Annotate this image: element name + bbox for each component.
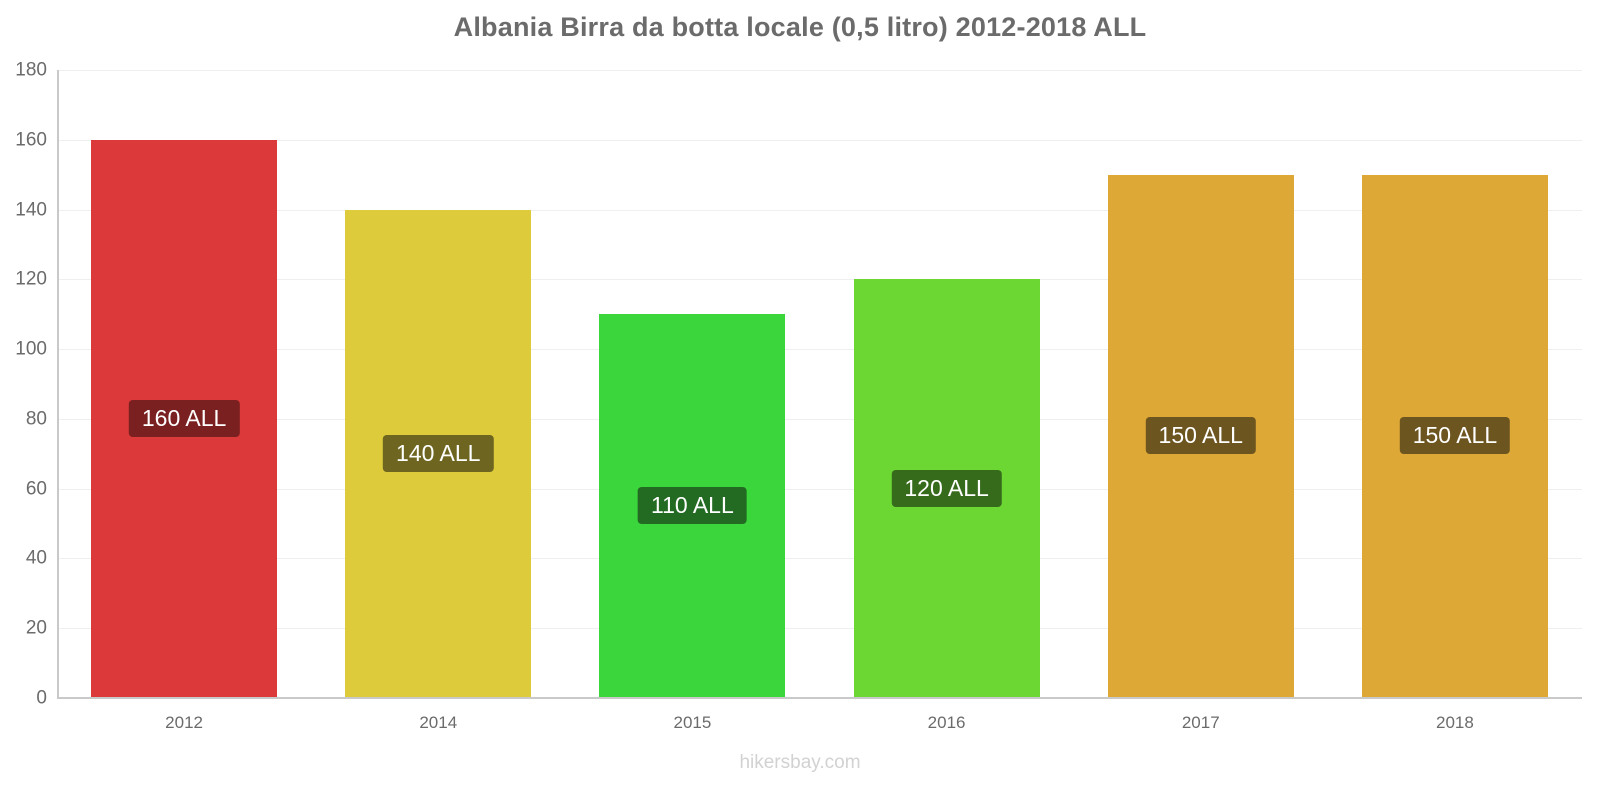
x-tick-label: 2017 <box>1181 713 1220 732</box>
gridline <box>57 209 1582 211</box>
gridline <box>57 628 1582 630</box>
x-axis-line <box>57 697 1582 699</box>
y-tick-label: 0 <box>36 687 47 709</box>
x-tick-label: 2016 <box>927 713 966 732</box>
gridline <box>57 279 1582 281</box>
y-tick-label: 120 <box>15 268 47 290</box>
gridline <box>57 139 1582 141</box>
y-tick-label: 100 <box>15 338 47 360</box>
y-axis-line <box>57 70 59 698</box>
y-tick-label: 20 <box>25 617 47 639</box>
x-axis-tick-labels: 2012 2014 2015 2016 2017 2018 <box>57 699 1582 739</box>
x-tick-label: 2015 <box>673 713 712 732</box>
bar[interactable]: 120 ALL <box>853 279 1040 698</box>
bar-value-label: 150 ALL <box>1399 417 1511 455</box>
gridline <box>57 558 1582 560</box>
bar-value-label: 150 ALL <box>1145 417 1256 455</box>
x-tick-label: 2018 <box>1435 713 1474 732</box>
y-tick-label: 40 <box>25 547 47 569</box>
x-tick-label: 2014 <box>419 713 458 732</box>
bar[interactable]: 150 ALL <box>1361 174 1548 698</box>
bar[interactable]: 110 ALL <box>599 314 786 698</box>
y-tick-label: 160 <box>15 129 47 151</box>
y-axis-tick-labels: 0 20 40 60 80 100 120 140 160 180 <box>0 61 47 708</box>
plot-area: 160 ALL 140 ALL 110 ALL 120 ALL 150 ALL 150 A… <box>57 70 1582 699</box>
y-tick-label: 180 <box>15 59 47 81</box>
gridline <box>57 349 1582 351</box>
source-watermark: hikersbay.com <box>739 752 861 773</box>
y-tick-label: 140 <box>15 199 47 221</box>
gridline <box>57 70 1582 71</box>
bar[interactable]: 160 ALL <box>91 139 278 698</box>
bar-value-label: 140 ALL <box>383 434 494 472</box>
gridline <box>57 488 1582 490</box>
chart-title: Albania Birra da botta locale (0,5 litro… <box>453 12 1147 42</box>
bar-value-label: 120 ALL <box>891 469 1002 507</box>
bar[interactable]: 140 ALL <box>345 209 532 698</box>
y-tick-label: 60 <box>25 478 47 500</box>
y-tick-label: 80 <box>25 408 47 430</box>
bar-value-label: 110 ALL <box>638 487 747 525</box>
x-tick-label: 2012 <box>165 713 203 732</box>
gridline <box>57 418 1582 420</box>
bar-value-label: 160 ALL <box>128 399 240 438</box>
bar[interactable]: 150 ALL <box>1107 174 1294 698</box>
